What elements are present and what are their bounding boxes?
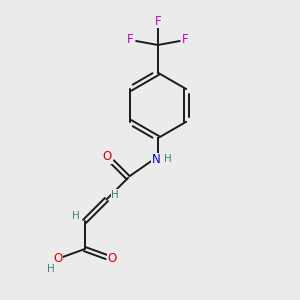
Text: F: F — [127, 32, 134, 46]
Text: O: O — [53, 253, 62, 266]
Text: O: O — [108, 253, 117, 266]
Text: H: H — [111, 190, 119, 200]
Text: F: F — [182, 32, 189, 46]
Text: O: O — [103, 150, 112, 164]
Text: H: H — [47, 264, 55, 274]
Text: H: H — [72, 212, 80, 221]
Text: H: H — [164, 154, 172, 164]
Text: F: F — [154, 15, 161, 28]
Text: N: N — [152, 153, 160, 167]
